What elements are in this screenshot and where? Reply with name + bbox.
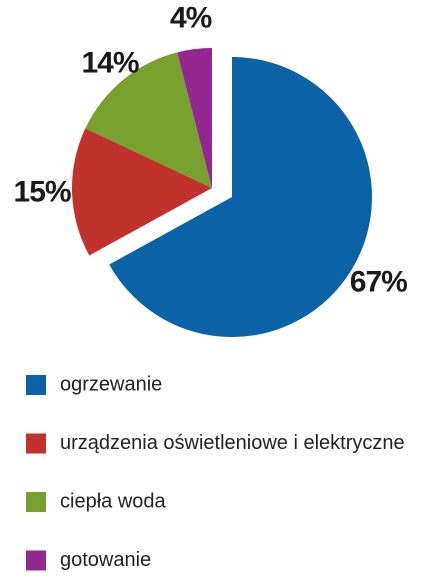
legend-label: ciepła woda [60,490,167,512]
pie-slice [177,48,212,188]
data-label: 14% [81,47,138,80]
pie-slice [85,52,212,188]
data-label: 67% [350,265,407,298]
legend-swatch [26,492,46,512]
data-label: 15% [14,175,71,208]
legend-label: urządzenia oświetleniowe i elektryczne [60,432,405,454]
legend-swatch [26,433,46,454]
data-label: 4% [170,1,212,34]
pie-slice [72,128,212,256]
pie-slice [109,57,372,337]
legend-swatch [26,550,46,571]
legend-swatch [26,375,46,395]
legend-label: ogrzewanie [60,373,162,395]
legend-label: gotowanie [60,549,151,571]
